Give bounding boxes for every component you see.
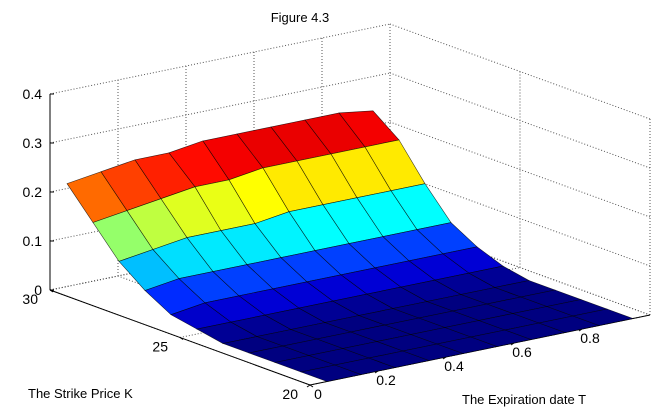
z-tick-label: 0.2 [23, 184, 43, 200]
x-tick-mark [442, 356, 447, 360]
surface-layer [66, 110, 635, 382]
x-tick-label: 0.6 [512, 344, 532, 360]
y-axis-label: The Strike Price K [28, 386, 133, 401]
x-tick-label: 0.8 [580, 330, 600, 346]
x-tick-label: 0.4 [444, 358, 464, 374]
grid-line [389, 121, 651, 218]
y-tick-mark [179, 337, 184, 340]
z-tick-label: 0 [34, 282, 42, 298]
x-tick-mark [306, 384, 311, 388]
z-tick-label: 0.3 [23, 135, 43, 151]
grid-line [49, 23, 391, 95]
x-tick-label: 0 [314, 386, 322, 402]
z-tick-label: 0.1 [23, 233, 43, 249]
surface-patch [571, 308, 635, 326]
x-tick-label: 0.2 [376, 372, 396, 388]
y-tick-label: 25 [152, 339, 168, 355]
chart-title: Figure 4.3 [271, 10, 330, 25]
y-tick-label: 30 [22, 291, 38, 307]
z-tick-label: 0.4 [23, 86, 43, 102]
grid-line [49, 219, 391, 291]
x-tick-mark [578, 328, 583, 332]
y-tick-mark [309, 384, 314, 388]
y-tick-label: 20 [282, 386, 298, 402]
x-axis-label: The Expiration date T [462, 392, 586, 407]
grid-line [49, 72, 391, 144]
x-tick-mark [374, 370, 379, 374]
x-tick-mark [510, 342, 515, 346]
